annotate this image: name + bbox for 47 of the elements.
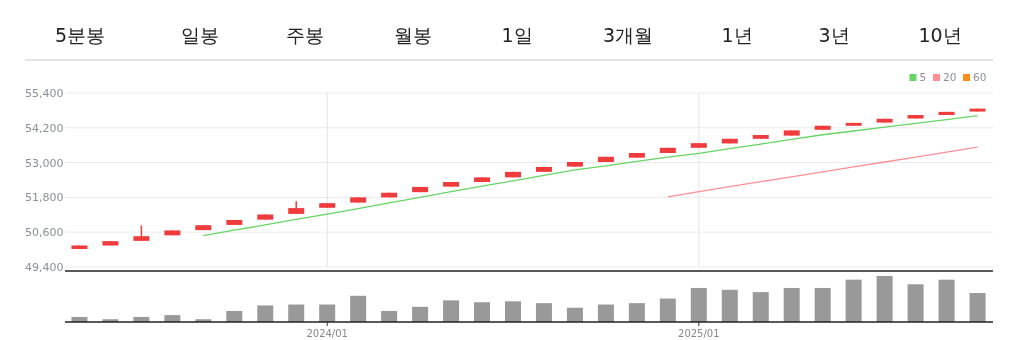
bar [566,307,583,322]
y-tick-label: 51,800 [25,191,64,205]
bar [690,287,707,322]
bar [752,292,769,322]
bar [845,279,862,322]
y-tick-label: 53,000 [25,156,64,170]
legend-label: 5 [919,71,927,83]
text: 10년 [918,24,962,46]
bar [907,284,924,322]
bar [443,300,460,322]
bar [257,305,274,322]
bar [783,287,800,322]
bar [412,306,429,322]
y-tick-label: 50,600 [25,226,64,240]
bar [659,298,676,322]
text: 3개월 [602,24,654,46]
line-series [667,146,979,198]
text: 5분봉 [54,24,106,46]
bar [938,279,955,322]
bar [535,303,552,322]
text: 1일 [501,24,533,46]
bar [474,302,491,322]
text: 주봉 [286,24,324,46]
legend-label: 60 [973,71,987,83]
y-tick-label: 54,200 [25,121,64,135]
bar [319,304,336,322]
bar [350,295,367,322]
bar [381,310,398,322]
line-series [202,114,979,237]
bar [226,310,243,322]
y-tick-label: 49,400 [25,260,64,274]
bar [876,276,893,322]
bar [288,304,305,322]
bar [628,303,645,322]
text: 일봉 [181,24,219,46]
bar [597,304,614,322]
bar [505,301,521,322]
x-tick-label: 2025/01 [678,328,720,339]
y-tick-label: 55,400 [25,87,64,100]
bar [721,289,738,322]
bar [814,287,831,322]
bar [969,293,986,322]
text: 1년 [721,24,753,46]
legend-label: 20 [943,71,957,83]
x-tick-label: 2024/01 [306,328,348,339]
text: 월봉 [394,24,432,46]
text: 3년 [818,24,850,46]
